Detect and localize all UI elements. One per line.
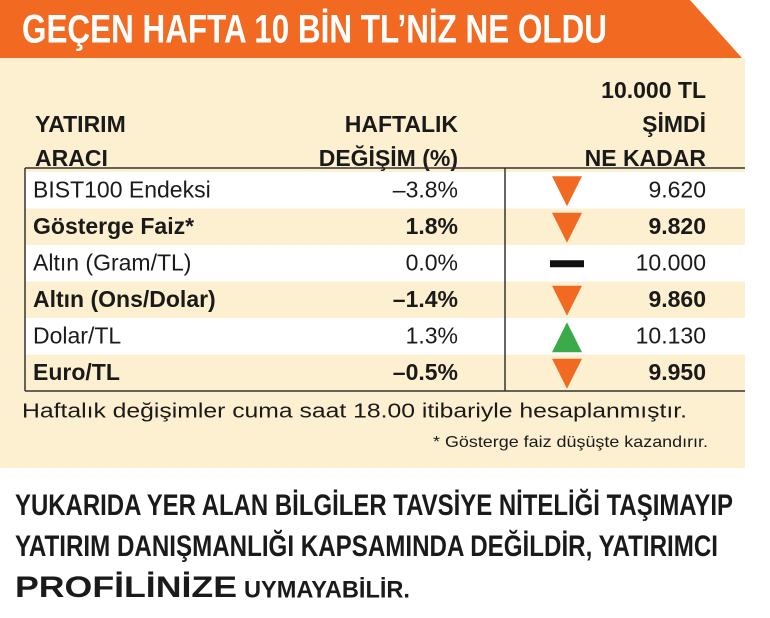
row-amount: 9.950 <box>648 359 706 385</box>
row-amount: 10.000 <box>636 249 706 275</box>
column-header: YATIRIM <box>35 111 126 137</box>
table-note: Haftalık değişimler cuma saat 18.00 itib… <box>22 400 687 422</box>
row-name: BIST100 Endeksi <box>33 176 211 202</box>
disclaimer-line: YUKARIDA YER ALAN BİLGİLER TAVSİYE NİTEL… <box>15 488 733 522</box>
row-change: –0.5% <box>393 359 458 385</box>
row-name: Euro/TL <box>33 359 120 385</box>
disclaimer-tail: UYMAYABİLİR. <box>244 576 410 603</box>
column-header: 10.000 TL <box>601 77 706 103</box>
flat-dash <box>550 260 584 268</box>
column-header: ARACI <box>35 145 108 171</box>
disclaimer-line: YATIRIM DANIŞMANLIĞI KAPSAMINDA DEĞİLDİR… <box>15 529 718 563</box>
row-name: Altın (Ons/Dolar) <box>33 286 216 312</box>
title: GEÇEN HAFTA 10 BİN TL’NİZ NE OLDU <box>22 8 607 52</box>
disclaimer-line: PROFİLİNİZE <box>15 571 237 604</box>
row-bg <box>25 245 745 282</box>
row-bg <box>25 318 745 355</box>
row-amount: 9.820 <box>648 213 706 239</box>
row-name: Dolar/TL <box>33 322 121 348</box>
row-name: Altın (Gram/TL) <box>33 249 191 275</box>
down-arrow <box>552 176 582 207</box>
row-name: Gösterge Faiz* <box>33 213 194 239</box>
column-header: NE KADAR <box>585 145 707 171</box>
column-header: HAFTALIK <box>345 111 459 137</box>
row-amount: 10.130 <box>636 322 706 348</box>
title-bar <box>0 0 742 58</box>
row-change: 1.8% <box>406 213 458 239</box>
row-amount: 9.860 <box>648 286 706 312</box>
footnote: * Gösterge faiz düşüşte kazandırır. <box>433 434 708 451</box>
row-change: 1.3% <box>406 322 458 348</box>
row-bg <box>25 172 745 209</box>
row-change: –1.4% <box>393 286 458 312</box>
down-arrow <box>552 212 582 243</box>
row-change: 0.0% <box>406 249 458 275</box>
down-arrow <box>552 285 582 316</box>
column-header: DEĞİŞİM (%) <box>319 144 458 171</box>
up-arrow <box>552 322 582 353</box>
row-change: –3.8% <box>393 176 458 202</box>
down-arrow <box>552 358 582 389</box>
row-amount: 9.620 <box>648 176 706 202</box>
column-header: ŞİMDİ <box>642 111 706 137</box>
